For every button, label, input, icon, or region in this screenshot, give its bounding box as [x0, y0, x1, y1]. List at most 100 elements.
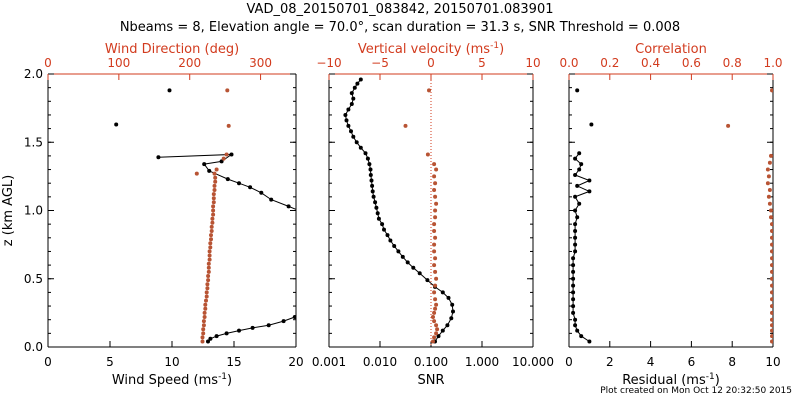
data-point	[207, 257, 212, 262]
x-tick-label: 10	[164, 355, 179, 369]
data-point	[427, 88, 431, 93]
data-point	[436, 334, 441, 339]
data-point	[226, 123, 231, 128]
top-tick-label: 0.6	[682, 56, 701, 70]
data-point	[365, 156, 370, 161]
data-point	[770, 249, 773, 254]
data-point	[344, 118, 349, 123]
data-point	[211, 196, 216, 201]
data-point	[374, 205, 379, 210]
top-tick-label: 0.4	[641, 56, 660, 70]
data-point	[587, 178, 592, 183]
data-point	[213, 179, 218, 184]
data-point	[766, 174, 771, 179]
x-tick-label: 0.100	[414, 355, 448, 369]
data-point	[769, 208, 773, 213]
y-axis-label: z (km AGL)	[1, 175, 16, 246]
data-point	[205, 286, 210, 291]
data-point	[403, 123, 408, 128]
top-tick-label: 300	[249, 56, 272, 70]
data-point	[770, 222, 773, 227]
data-point	[388, 238, 393, 243]
data-point	[405, 260, 410, 265]
data-point	[355, 81, 360, 86]
data-point	[446, 295, 451, 300]
data-point	[433, 256, 438, 261]
data-point	[200, 339, 205, 344]
data-point	[571, 304, 576, 309]
data-point	[575, 183, 580, 188]
data-point	[573, 222, 578, 227]
data-point	[433, 269, 438, 274]
data-point	[114, 122, 119, 127]
data-point	[770, 229, 773, 233]
data-point	[269, 197, 274, 202]
data-point	[434, 167, 439, 172]
data-point	[577, 167, 582, 172]
data-point	[370, 189, 375, 194]
data-layer	[114, 88, 296, 344]
x-tick-label: 20	[288, 355, 303, 369]
data-point	[358, 77, 363, 82]
data-point	[445, 323, 450, 328]
data-point	[571, 297, 576, 302]
data-point	[432, 229, 437, 233]
chart-subtitle: Nbeams = 8, Elevation angle = 70.0°, sca…	[119, 20, 681, 35]
data-point	[573, 173, 578, 177]
series-line	[572, 152, 591, 342]
x-tick-label: 0	[44, 355, 52, 369]
x-tick-label: 4	[647, 355, 655, 369]
data-point	[375, 211, 380, 216]
data-point	[433, 215, 438, 220]
data-point	[212, 171, 217, 176]
data-point	[770, 283, 773, 288]
top-tick-label: 1.0	[763, 56, 782, 70]
data-point	[434, 276, 439, 281]
data-point	[770, 290, 773, 295]
data-point	[368, 173, 373, 177]
data-point	[224, 331, 229, 336]
data-point	[573, 156, 578, 161]
data-point	[202, 162, 207, 167]
data-point	[209, 229, 214, 233]
data-point	[392, 244, 397, 248]
data-point	[432, 162, 437, 167]
y-tick-label: 0.5	[24, 272, 43, 286]
data-point	[770, 323, 773, 328]
data-point	[770, 269, 773, 274]
top-tick-label: 0.2	[600, 56, 619, 70]
data-point	[204, 294, 209, 299]
data-point	[202, 315, 207, 319]
data-point	[579, 162, 584, 167]
top-tick-label: 5	[478, 56, 486, 70]
data-point	[432, 174, 437, 179]
data-point	[206, 269, 211, 274]
data-point	[573, 323, 578, 328]
data-point	[205, 282, 210, 287]
x-axis-label: SNR	[417, 373, 444, 388]
plot-footer: Plot created on Mon Oct 12 20:32:50 2015	[600, 386, 792, 396]
chart-title: VAD_08_20150701_083842, 20150701.083901	[246, 2, 554, 17]
data-point	[571, 283, 576, 288]
y-tick-label: 1.0	[24, 204, 43, 218]
data-point	[571, 276, 576, 281]
data-point	[210, 216, 215, 221]
data-point	[770, 339, 773, 344]
data-point	[343, 113, 348, 117]
data-point	[206, 339, 210, 344]
data-point	[434, 302, 439, 307]
data-point	[587, 189, 592, 194]
data-point	[434, 201, 439, 206]
data-point	[212, 188, 217, 192]
data-point	[769, 153, 773, 158]
data-point	[400, 254, 405, 259]
data-point	[766, 194, 771, 199]
data-point	[200, 335, 205, 340]
x-tick-label: 10	[765, 355, 780, 369]
data-point	[770, 276, 773, 281]
data-point	[266, 323, 271, 328]
data-point	[207, 249, 212, 254]
data-point	[571, 290, 576, 295]
data-point	[575, 328, 580, 333]
data-point	[201, 319, 206, 324]
